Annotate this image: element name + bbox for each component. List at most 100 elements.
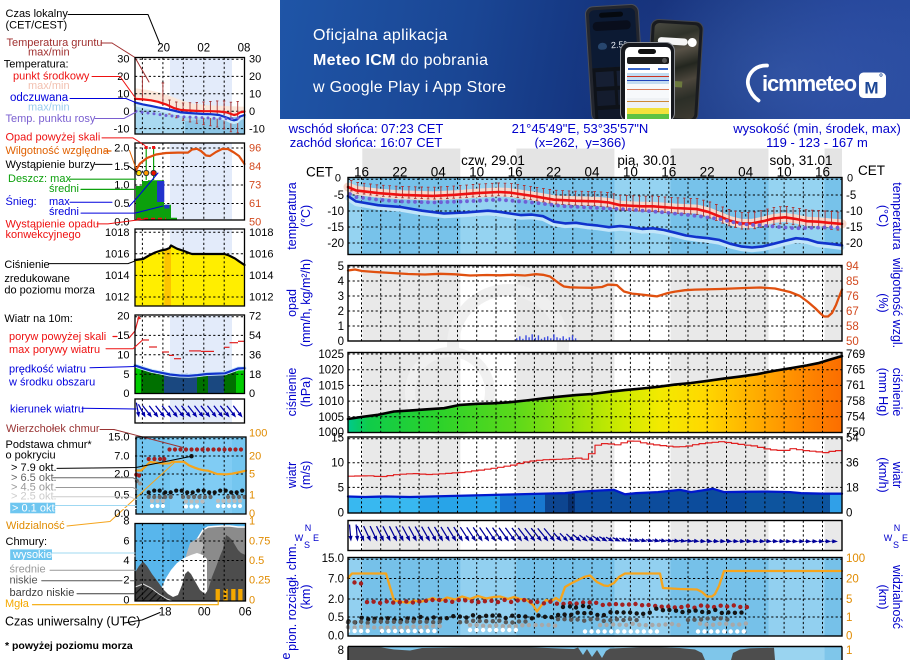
svg-text:> 4.5 okt.: > 4.5 okt. xyxy=(11,482,57,494)
svg-text:-10: -10 xyxy=(327,206,344,218)
svg-text:N: N xyxy=(894,523,901,533)
svg-text:54: 54 xyxy=(846,433,859,445)
svg-text:1018: 1018 xyxy=(249,227,273,239)
svg-text:0: 0 xyxy=(249,595,255,607)
svg-text:Chmury:: Chmury: xyxy=(6,536,48,548)
svg-text:58: 58 xyxy=(846,321,859,333)
svg-text:1015: 1015 xyxy=(318,380,344,392)
svg-text:wilgotność wzgl.: wilgotność wzgl. xyxy=(890,257,904,348)
svg-text:max/min: max/min xyxy=(28,80,70,92)
svg-text:(mm/h, kg/m²/h): (mm/h, kg/m²/h) xyxy=(299,259,313,347)
svg-text:10: 10 xyxy=(777,165,792,180)
svg-text:18: 18 xyxy=(846,482,859,494)
svg-text:konwekcyjnego: konwekcyjnego xyxy=(6,229,81,241)
svg-text:poryw powyżej skali: poryw powyżej skali xyxy=(9,331,106,343)
svg-text:prędkość wiatru: prędkość wiatru xyxy=(9,364,86,376)
svg-text:94: 94 xyxy=(846,261,859,273)
svg-text:> 6.5 okt.: > 6.5 okt. xyxy=(11,472,57,484)
svg-text:20: 20 xyxy=(249,71,261,83)
svg-text:Wystąpienie opadu: Wystąpienie opadu xyxy=(6,219,99,231)
svg-text:max/min: max/min xyxy=(28,102,70,114)
svg-text:3: 3 xyxy=(338,291,344,303)
svg-text:10: 10 xyxy=(249,89,261,101)
svg-text:0.0: 0.0 xyxy=(328,631,344,643)
svg-text:średni: średni xyxy=(49,206,79,218)
svg-text:5: 5 xyxy=(338,482,344,494)
svg-text:S: S xyxy=(893,540,899,550)
svg-text:Widzialność: Widzialność xyxy=(6,520,65,532)
svg-text:4: 4 xyxy=(338,276,345,288)
svg-text:15.0: 15.0 xyxy=(322,553,344,565)
svg-text:0.0: 0.0 xyxy=(114,508,129,520)
svg-text:22: 22 xyxy=(546,165,561,180)
svg-text:N: N xyxy=(305,523,312,533)
svg-text:30: 30 xyxy=(249,54,261,66)
svg-text:°: ° xyxy=(879,73,883,84)
svg-text:1018: 1018 xyxy=(105,227,129,239)
svg-text:73: 73 xyxy=(249,180,261,192)
svg-text:1.0: 1.0 xyxy=(114,180,129,192)
svg-text:20: 20 xyxy=(249,451,261,463)
svg-text:10: 10 xyxy=(117,350,129,362)
svg-text:(°C): (°C) xyxy=(876,205,890,227)
svg-text:20: 20 xyxy=(846,574,859,586)
svg-text:1000: 1000 xyxy=(318,427,344,439)
svg-text:średnie: średnie xyxy=(10,564,46,576)
svg-text:(km): (km) xyxy=(299,585,313,610)
svg-text:6: 6 xyxy=(123,536,129,548)
svg-text:pion. rozciągł. chm.: pion. rozciągł. chm. xyxy=(285,543,299,651)
svg-text:> 2.5 okt.: > 2.5 okt. xyxy=(11,491,57,503)
svg-text:00: 00 xyxy=(198,607,211,619)
svg-text:72: 72 xyxy=(249,311,261,323)
svg-text:ciśnienie: ciśnienie xyxy=(285,368,299,417)
svg-text:0: 0 xyxy=(249,508,255,520)
svg-text:(mm Hg): (mm Hg) xyxy=(876,368,890,417)
svg-text:0: 0 xyxy=(847,173,853,185)
svg-text:-10: -10 xyxy=(249,123,265,135)
svg-text:0: 0 xyxy=(846,508,852,520)
svg-text:e: e xyxy=(279,652,293,659)
svg-text:18: 18 xyxy=(159,607,172,619)
svg-text:50: 50 xyxy=(249,217,261,229)
svg-text:0: 0 xyxy=(335,173,341,185)
svg-text:> 7.9 okt.: > 7.9 okt. xyxy=(11,462,57,474)
svg-text:4: 4 xyxy=(123,555,129,567)
svg-text:761: 761 xyxy=(846,380,865,392)
svg-text:7.0: 7.0 xyxy=(114,451,129,463)
svg-text:(hPa): (hPa) xyxy=(299,377,313,408)
svg-text:-15: -15 xyxy=(327,222,344,234)
svg-text:Temperatura:: Temperatura: xyxy=(4,59,69,71)
svg-text:5: 5 xyxy=(338,261,344,273)
svg-text:76: 76 xyxy=(846,291,859,303)
svg-text:pią, 30.01: pią, 30.01 xyxy=(617,153,676,168)
svg-text:04: 04 xyxy=(738,165,754,180)
svg-text:8: 8 xyxy=(123,516,129,528)
svg-text:M: M xyxy=(864,79,878,98)
svg-text:1: 1 xyxy=(338,321,344,333)
svg-text:16: 16 xyxy=(661,165,676,180)
svg-text:w środku obszaru: w środku obszaru xyxy=(8,377,95,389)
svg-text:Wilgotność względna: Wilgotność względna xyxy=(6,145,110,157)
svg-text:0: 0 xyxy=(338,508,344,520)
svg-text:16: 16 xyxy=(815,165,830,180)
svg-text:-5: -5 xyxy=(846,190,856,202)
svg-text:04: 04 xyxy=(584,165,600,180)
svg-text:2: 2 xyxy=(123,575,129,587)
svg-text:-20: -20 xyxy=(846,238,863,250)
svg-text:0: 0 xyxy=(123,106,129,118)
svg-text:-5: -5 xyxy=(334,190,344,202)
svg-text:0.25: 0.25 xyxy=(249,575,270,587)
svg-text:Czas lokalny: Czas lokalny xyxy=(6,8,69,20)
svg-text:Śnieg:: Śnieg: xyxy=(6,195,37,208)
svg-text:zredukowane: zredukowane xyxy=(4,273,69,285)
svg-text:769: 769 xyxy=(846,349,865,361)
svg-text:o pokryciu: o pokryciu xyxy=(6,450,56,462)
svg-text:* powyżej poziomu morza: * powyżej poziomu morza xyxy=(5,640,133,652)
svg-text:2.0: 2.0 xyxy=(114,469,129,481)
svg-text:wiatr: wiatr xyxy=(285,462,299,489)
svg-text:CET: CET xyxy=(858,163,885,178)
svg-text:ciśnienie: ciśnienie xyxy=(890,368,904,417)
svg-text:(m/s): (m/s) xyxy=(299,461,313,489)
svg-text:(CET/CEST): (CET/CEST) xyxy=(6,20,68,32)
svg-text:50: 50 xyxy=(846,336,859,348)
